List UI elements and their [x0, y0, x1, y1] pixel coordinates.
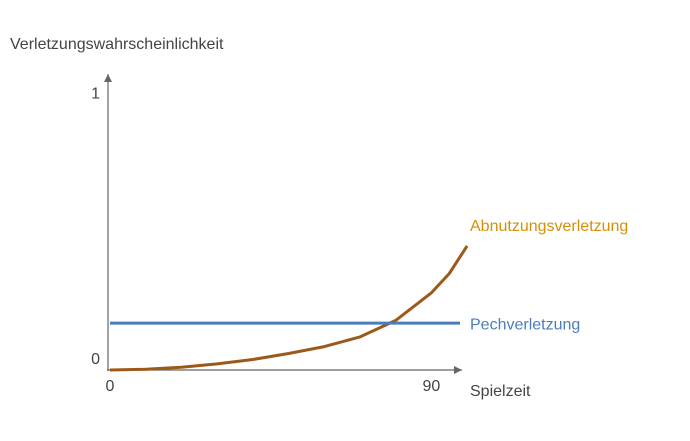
x-tick-label: 90	[423, 378, 441, 395]
x-axis-label: Spielzeit	[470, 383, 531, 400]
series-label: Abnutzungsverletzung	[470, 218, 628, 235]
y-tick-label: 0	[91, 351, 100, 368]
series-line	[109, 245, 469, 372]
series-label: Pechverletzung	[470, 316, 580, 333]
y-tick-label: 1	[91, 86, 100, 103]
y-axis-label: Verletzungswahrscheinlichkeit	[10, 36, 224, 53]
x-tick-label: 0	[106, 378, 115, 395]
